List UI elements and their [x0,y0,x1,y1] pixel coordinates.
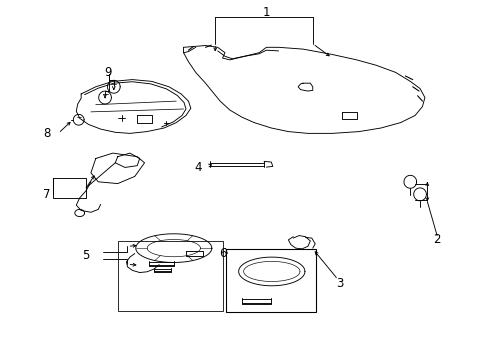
Text: 8: 8 [43,127,51,140]
Text: 2: 2 [432,233,440,246]
Bar [225,249,316,312]
Bar [118,241,222,311]
Text: 9: 9 [104,66,111,79]
Text: 4: 4 [194,161,202,174]
Text: 7: 7 [43,188,51,201]
Text: 6: 6 [218,247,226,260]
Text: 3: 3 [335,278,343,291]
Text: 5: 5 [82,249,89,262]
Text: 1: 1 [262,6,270,19]
